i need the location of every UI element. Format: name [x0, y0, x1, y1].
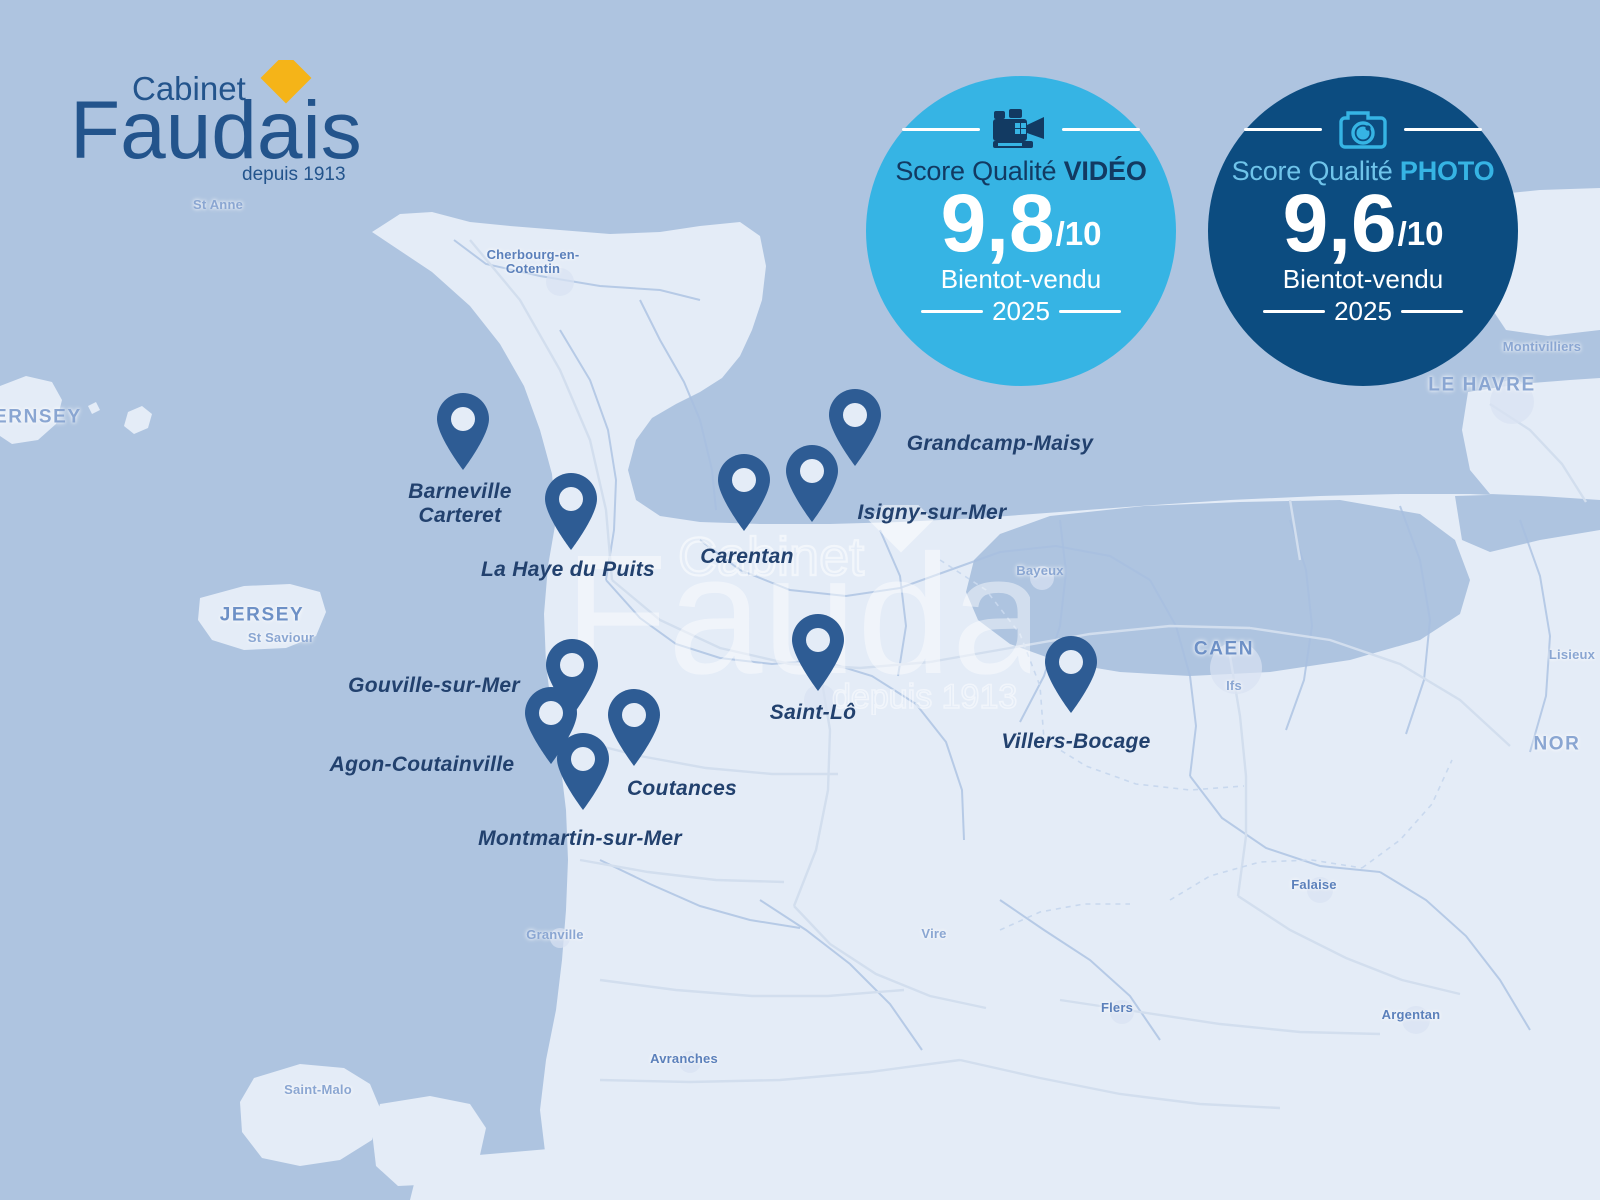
map-pin[interactable] [553, 732, 613, 812]
svg-text:Faudais: Faudais [70, 85, 362, 176]
badge-rule-right [1404, 127, 1482, 131]
badge-title-regular: Score Qualité [1231, 156, 1400, 186]
badge-score-value: 9,6 [1282, 178, 1397, 269]
badge-title-regular: Score Qualité [895, 156, 1064, 186]
map-pin-label: Isigny-sur-Mer [857, 501, 1007, 524]
badge-score-value: 9,8 [940, 178, 1055, 269]
map-pin-label: Saint-Lô [769, 701, 857, 724]
score-badge-video[interactable]: Score Qualité VIDÉO 9,8/10 Bientot-vendu… [866, 76, 1176, 386]
badge-rule-left [902, 127, 980, 131]
badge-rule-right [1062, 127, 1140, 131]
badge-score-denominator: /10 [1397, 215, 1444, 253]
map-place-label: Montivilliers [1502, 338, 1582, 354]
badge-score: 9,6/10 [1282, 178, 1444, 269]
badge-source: Bientot-vendu [940, 264, 1102, 295]
badge-icon-row [902, 106, 1140, 152]
badge-score-denominator: /10 [1055, 215, 1102, 253]
map-pin-label: Grandcamp-Maisy [906, 432, 1094, 455]
badge-year: 2025 [1334, 296, 1392, 327]
badge-year-rule-right [1400, 310, 1463, 314]
map-pin[interactable] [825, 388, 885, 468]
svg-text:depuis 1913: depuis 1913 [242, 164, 346, 185]
badge-year-rule-left [921, 310, 984, 314]
badge-rule-left [1244, 127, 1322, 131]
badge-title: Score Qualité PHOTO [1232, 156, 1495, 187]
map-place-label: Saint-Malo [284, 1081, 352, 1097]
map-place-label: St Saviour [247, 629, 315, 645]
map-place-label: Vire [921, 925, 947, 941]
badge-year-row: 2025 [921, 296, 1121, 327]
map-pin-label: La Haye du Puits [480, 558, 656, 581]
map-pin-label: Coutances [626, 777, 738, 800]
map-pin[interactable] [1041, 635, 1101, 715]
badge-year: 2025 [992, 296, 1050, 327]
map-place-label: Falaise [1291, 876, 1337, 892]
map-pin[interactable] [714, 453, 774, 533]
badge-score: 9,8/10 [940, 178, 1102, 269]
map-pin[interactable] [782, 444, 842, 524]
map-place-label: Ifs [1226, 677, 1242, 693]
map-pin-label: Montmartin-sur-Mer [478, 827, 682, 850]
map-place-label: Cherbourg-en- Cotentin [486, 246, 580, 276]
map-place-label: JERSEY [219, 604, 305, 626]
map-place-label: St Anne [192, 196, 244, 212]
map-pin[interactable] [541, 472, 601, 552]
badge-title: Score Qualité VIDÉO [895, 156, 1147, 187]
map-place-label: Lisieux [1548, 646, 1596, 662]
badge-year-row: 2025 [1263, 296, 1463, 327]
video-camera-icon [990, 107, 1052, 151]
map-place-label: CAEN [1193, 638, 1255, 660]
map-pin-label: Gouville-sur-Mer [348, 674, 520, 697]
map-place-label: Argentan [1381, 1006, 1441, 1022]
map-place-label: LE HAVRE [1428, 374, 1536, 396]
map-pin[interactable] [433, 392, 493, 472]
map-pin[interactable] [788, 613, 848, 693]
map-place-label: NOR [1533, 733, 1581, 755]
badge-title-bold: PHOTO [1399, 156, 1495, 186]
badge-source: Bientot-vendu [1282, 264, 1444, 295]
brand-logo[interactable]: Cabinet Faudais depuis 1913 [70, 52, 370, 185]
score-badge-photo[interactable]: Score Qualité PHOTO 9,6/10 Bientot-vendu… [1208, 76, 1518, 386]
camera-icon [1332, 107, 1394, 151]
badge-icon-row [1244, 106, 1482, 152]
map-place-label: Flers [1100, 999, 1134, 1015]
svg-text:Cabinet: Cabinet [132, 70, 246, 107]
badge-title-bold: VIDÉO [1063, 156, 1147, 186]
badge-year-rule-right [1058, 310, 1121, 314]
map-place-label: Avranches [650, 1050, 718, 1066]
map-place-label: GUERNSEY [0, 406, 82, 428]
map-pin-label: Barneville Carteret [408, 480, 512, 527]
badge-year-rule-left [1263, 310, 1326, 314]
map-pin[interactable] [604, 688, 664, 768]
map-place-label: Bayeux [1016, 562, 1064, 578]
map-pin-label: Carentan [700, 545, 794, 568]
map-pin-label: Agon-Coutainville [329, 753, 515, 776]
map-place-label: Granville [526, 926, 584, 942]
map-pin-label: Villers-Bocage [1001, 730, 1151, 753]
